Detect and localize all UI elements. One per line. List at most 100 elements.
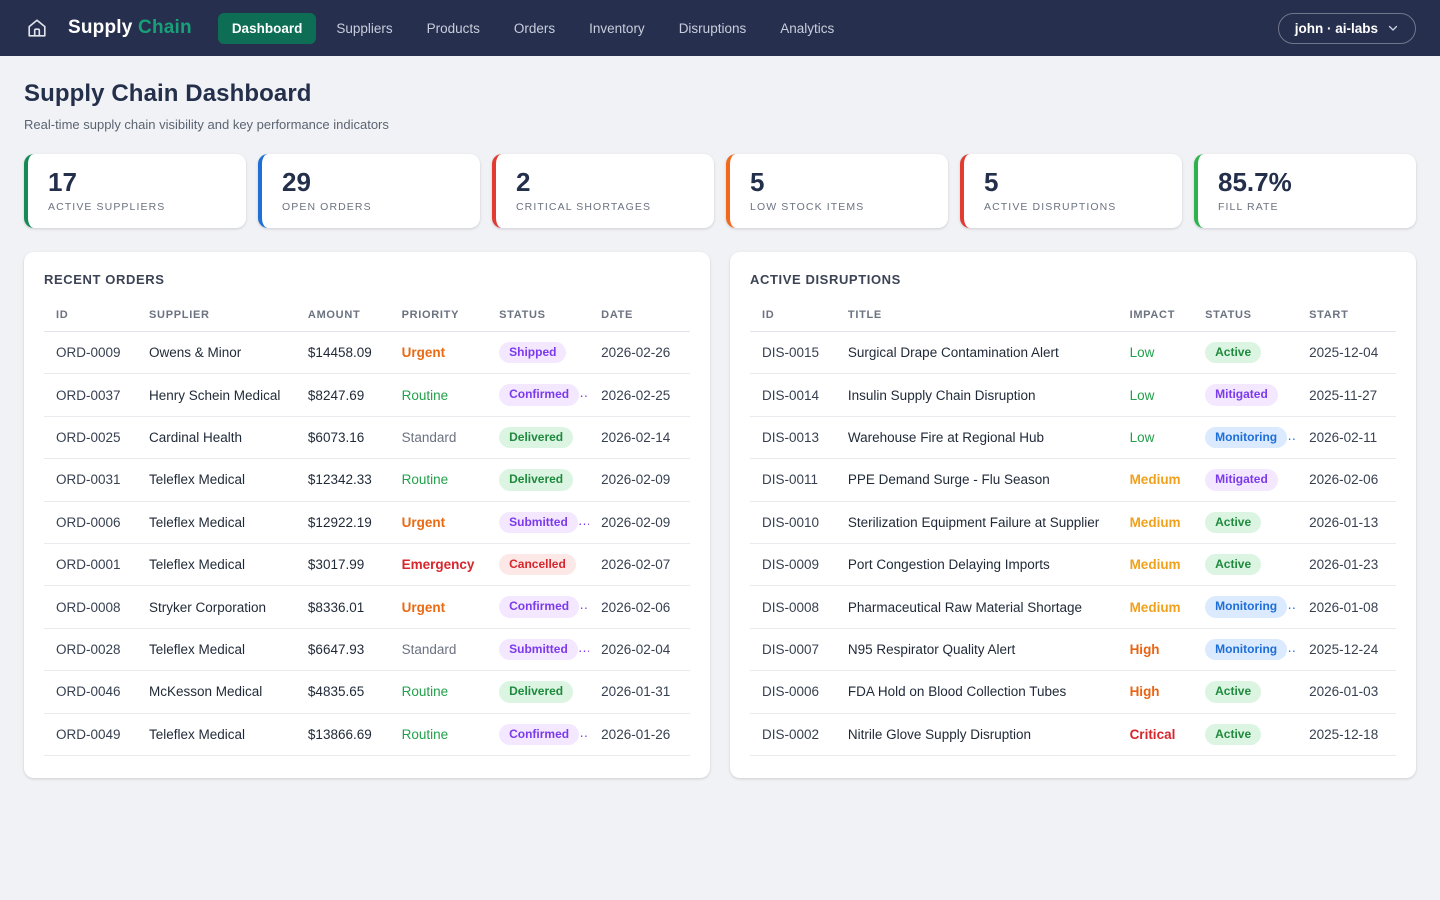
order-id-cell: ORD-0049 xyxy=(44,713,138,756)
priority-label: Routine xyxy=(401,684,449,700)
disruption-status-cell: Monitoring xyxy=(1193,628,1298,672)
table-row: DIS-0014 Insulin Supply Chain Disruption L… xyxy=(750,373,1396,417)
order-supplier-cell: Teleflex Medical xyxy=(137,501,296,544)
order-supplier-cell: Teleflex Medical xyxy=(137,713,296,756)
user-menu-button[interactable]: john · ai-labs xyxy=(1277,12,1416,44)
disruption-status-cell: Mitigated xyxy=(1193,373,1298,417)
disruption-date-cell: 2026-01-23 xyxy=(1297,543,1396,587)
disruption-status-cell: Active xyxy=(1193,501,1298,544)
status-badge: Confirmed xyxy=(499,384,580,406)
column-header-status: STATUS xyxy=(1193,299,1298,332)
order-priority-cell: Routine xyxy=(389,713,488,756)
nav-items: Dashboard Suppliers Products Orders Inventor… xyxy=(217,12,848,44)
status-badge: Monitoring xyxy=(1205,596,1288,618)
table-row: DIS-0010 Sterilization Equipment Failure … xyxy=(750,501,1396,544)
kpi-value: 5 xyxy=(984,167,999,197)
column-header-start: START xyxy=(1297,299,1396,332)
order-priority-cell: Urgent xyxy=(389,331,488,375)
order-id-cell: ORD-0046 xyxy=(44,670,138,714)
disruption-id-cell: DIS-0014 xyxy=(750,373,836,417)
nav-item-inventory[interactable]: Inventory xyxy=(589,20,645,36)
order-amount-cell: $3017.99 xyxy=(295,543,390,587)
kpi-label: OPEN ORDERS xyxy=(282,201,372,214)
order-status-cell: Submitted xyxy=(487,628,590,672)
priority-label: Urgent xyxy=(401,345,446,361)
disruption-date-cell: 2026-01-03 xyxy=(1297,670,1396,714)
table-row: DIS-0006 FDA Hold on Blood Collection Tub… xyxy=(750,670,1396,714)
nav-item-disruptions[interactable]: Disruptions xyxy=(678,20,747,36)
disruption-id-cell: DIS-0007 xyxy=(750,628,836,672)
disruption-date-cell: 2025-12-24 xyxy=(1297,628,1396,672)
chevron-down-icon xyxy=(1387,22,1399,34)
home-icon[interactable] xyxy=(24,15,50,41)
disruptions-table-body: DIS-0015 Surgical Drape Contamination Ale… xyxy=(750,331,1396,756)
kpi-value: 17 xyxy=(48,167,77,197)
order-date-cell: 2026-02-25 xyxy=(589,373,690,417)
table-row: DIS-0008 Pharmaceutical Raw Material Shor… xyxy=(750,585,1396,629)
table-row: DIS-0002 Nitrile Glove Supply Disruption C… xyxy=(750,713,1396,756)
order-date-cell: 2026-02-26 xyxy=(589,331,690,375)
nav-item-analytics[interactable]: Analytics xyxy=(780,20,835,36)
order-date-cell: 2026-02-07 xyxy=(589,543,690,587)
disruption-title-cell: Pharmaceutical Raw Material Shortage xyxy=(835,585,1118,629)
active-disruptions-title: ACTIVE DISRUPTIONS xyxy=(750,272,901,287)
disruption-date-cell: 2025-12-18 xyxy=(1297,713,1396,756)
disruption-id-cell: DIS-0009 xyxy=(750,543,836,587)
disruption-status-cell: Active xyxy=(1193,543,1298,587)
nav-item-products[interactable]: Products xyxy=(426,20,480,36)
user-menu-label: john · ai-labs xyxy=(1294,20,1378,36)
order-status-cell: Shipped xyxy=(487,331,590,375)
order-date-cell: 2026-02-09 xyxy=(589,458,690,502)
status-badge: Active xyxy=(1205,723,1262,745)
order-priority-cell: Urgent xyxy=(389,501,488,544)
disruption-status-cell: Monitoring xyxy=(1193,416,1298,460)
disruption-title-cell: FDA Hold on Blood Collection Tubes xyxy=(835,670,1118,714)
table-row: DIS-0015 Surgical Drape Contamination Ale… xyxy=(750,331,1396,375)
disruption-status-cell: Active xyxy=(1193,670,1298,714)
status-badge: Submitted xyxy=(499,638,578,661)
order-id-cell: ORD-0006 xyxy=(44,501,138,544)
disruption-title-cell: Sterilization Equipment Failure at Suppl… xyxy=(835,501,1118,544)
order-id-cell: ORD-0028 xyxy=(44,628,138,672)
disruption-impact-cell: High xyxy=(1117,670,1194,714)
column-header-supplier: SUPPLIER xyxy=(137,299,296,332)
impact-label: Critical xyxy=(1129,726,1176,742)
status-badge: Cancelled xyxy=(499,553,576,576)
kpi-card-active-disruptions: 5 ACTIVE DISRUPTIONS xyxy=(960,154,1182,228)
order-status-cell: Confirmed xyxy=(487,713,590,756)
column-header-impact: IMPACT xyxy=(1117,299,1194,332)
order-status-cell: Delivered xyxy=(487,670,590,714)
status-badge: Shipped xyxy=(499,342,567,364)
table-row: ORD-0008 Stryker Corporation $8336.01 Urgen… xyxy=(44,585,690,629)
table-row: ORD-0031 Teleflex Medical $12342.33 Routine… xyxy=(44,458,690,502)
disruption-status-cell: Monitoring xyxy=(1193,585,1298,629)
column-header-priority: PRIORITY xyxy=(389,299,488,332)
nav-item-orders[interactable]: Orders xyxy=(513,20,556,36)
column-header-title: TITLE xyxy=(835,299,1118,332)
nav-item-suppliers[interactable]: Suppliers xyxy=(336,20,393,36)
main-content: Supply Chain Dashboard Real-time supply … xyxy=(0,56,1440,778)
app-logo[interactable]: Supply Chain xyxy=(68,17,192,39)
status-badge: Delivered xyxy=(499,426,574,449)
order-id-cell: ORD-0031 xyxy=(44,458,138,502)
disruption-impact-cell: Medium xyxy=(1117,543,1194,587)
disruption-id-cell: DIS-0008 xyxy=(750,585,836,629)
nav-item-dashboard[interactable]: Dashboard xyxy=(217,12,317,44)
column-header-amount: AMOUNT xyxy=(295,299,390,332)
priority-label: Standard xyxy=(401,641,457,657)
impact-label: Medium xyxy=(1129,472,1181,488)
order-supplier-cell: Owens & Minor xyxy=(137,331,296,375)
order-supplier-cell: Henry Schein Medical xyxy=(137,373,296,417)
disruption-status-cell: Mitigated xyxy=(1193,458,1298,502)
disruption-title-cell: PPE Demand Surge - Flu Season xyxy=(835,458,1118,502)
impact-label: Low xyxy=(1129,429,1155,445)
page-subtitle: Real-time supply chain visibility and ke… xyxy=(24,117,389,132)
disruption-date-cell: 2025-12-04 xyxy=(1297,331,1396,375)
disruption-title-cell: Nitrile Glove Supply Disruption xyxy=(835,713,1118,756)
recent-orders-table: ID SUPPLIER AMOUNT PRIORITY STATUS DATE ORD-0… xyxy=(44,299,690,756)
order-amount-cell: $6073.16 xyxy=(295,416,390,460)
status-badge: Mitigated xyxy=(1205,469,1278,491)
order-amount-cell: $12922.19 xyxy=(295,501,390,544)
order-supplier-cell: McKesson Medical xyxy=(137,670,296,714)
kpi-card-low-stock-items: 5 LOW STOCK ITEMS xyxy=(726,154,948,228)
